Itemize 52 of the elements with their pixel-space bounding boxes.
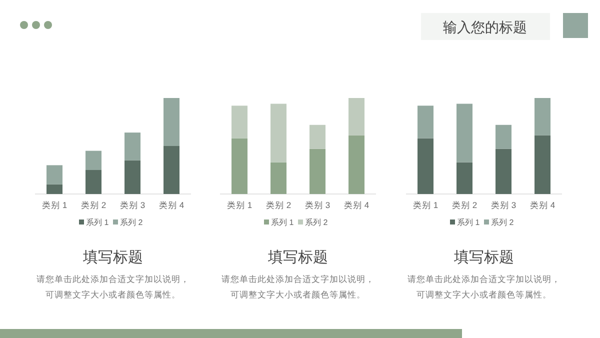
bar	[164, 98, 180, 146]
bar	[270, 104, 286, 162]
bar	[232, 106, 248, 138]
bar	[310, 148, 326, 194]
x-tick-label: 类别 4	[530, 200, 556, 210]
text: 填写标题	[267, 249, 328, 266]
bar	[124, 132, 140, 160]
legend-label: 系列 1	[271, 218, 294, 227]
x-tick-label: 类别 2	[452, 200, 478, 210]
legend-label: 系列 2	[491, 218, 514, 227]
x-tick-label: 类别 3	[490, 200, 516, 210]
text: 请您单击此处添加合适文字加以说明，	[408, 274, 560, 284]
x-tick-label: 类别 2	[266, 200, 292, 210]
text: 填写标题	[82, 249, 143, 266]
bar	[456, 162, 472, 194]
x-tick-label: 类别 2	[80, 200, 106, 210]
x-tick-label: 类别 4	[344, 200, 370, 210]
text: 请您单击此处添加合适文字加以说明，	[222, 274, 374, 284]
bar	[348, 135, 364, 194]
x-tick-label: 类别 3	[304, 200, 330, 210]
bar	[456, 104, 472, 162]
bar	[124, 160, 140, 194]
legend-label: 系列 1	[457, 218, 480, 227]
bar	[496, 124, 512, 149]
text: 请您单击此处添加合适文字加以说明，	[36, 274, 190, 284]
text: 输入您的标题	[443, 19, 527, 35]
bar	[46, 184, 62, 194]
x-tick-label: 类别 1	[42, 200, 68, 210]
bar	[418, 106, 434, 138]
x-tick-label: 类别 1	[226, 200, 252, 210]
bar	[86, 150, 102, 170]
x-tick-label: 类别 4	[158, 200, 184, 210]
bar	[86, 170, 102, 194]
bar	[496, 148, 512, 194]
bar	[46, 165, 62, 184]
bar	[232, 138, 248, 194]
bar	[310, 124, 326, 149]
bar	[348, 98, 364, 136]
x-tick-label: 类别 1	[412, 200, 438, 210]
legend-label: 系列 1	[86, 218, 110, 227]
legend-label: 系列 2	[120, 218, 144, 227]
x-tick-label: 类别 3	[120, 200, 146, 210]
legend-label: 系列 2	[305, 218, 328, 227]
text: 可调整文字大小或者颜色等属性。	[230, 290, 366, 300]
bar	[418, 138, 434, 194]
text: 可调整文字大小或者颜色等属性。	[46, 290, 180, 300]
bar	[534, 135, 550, 194]
bar	[534, 98, 550, 136]
text: 填写标题	[453, 249, 514, 266]
text: 可调整文字大小或者颜色等属性。	[416, 290, 552, 300]
bar	[164, 146, 180, 194]
bar	[270, 162, 286, 194]
